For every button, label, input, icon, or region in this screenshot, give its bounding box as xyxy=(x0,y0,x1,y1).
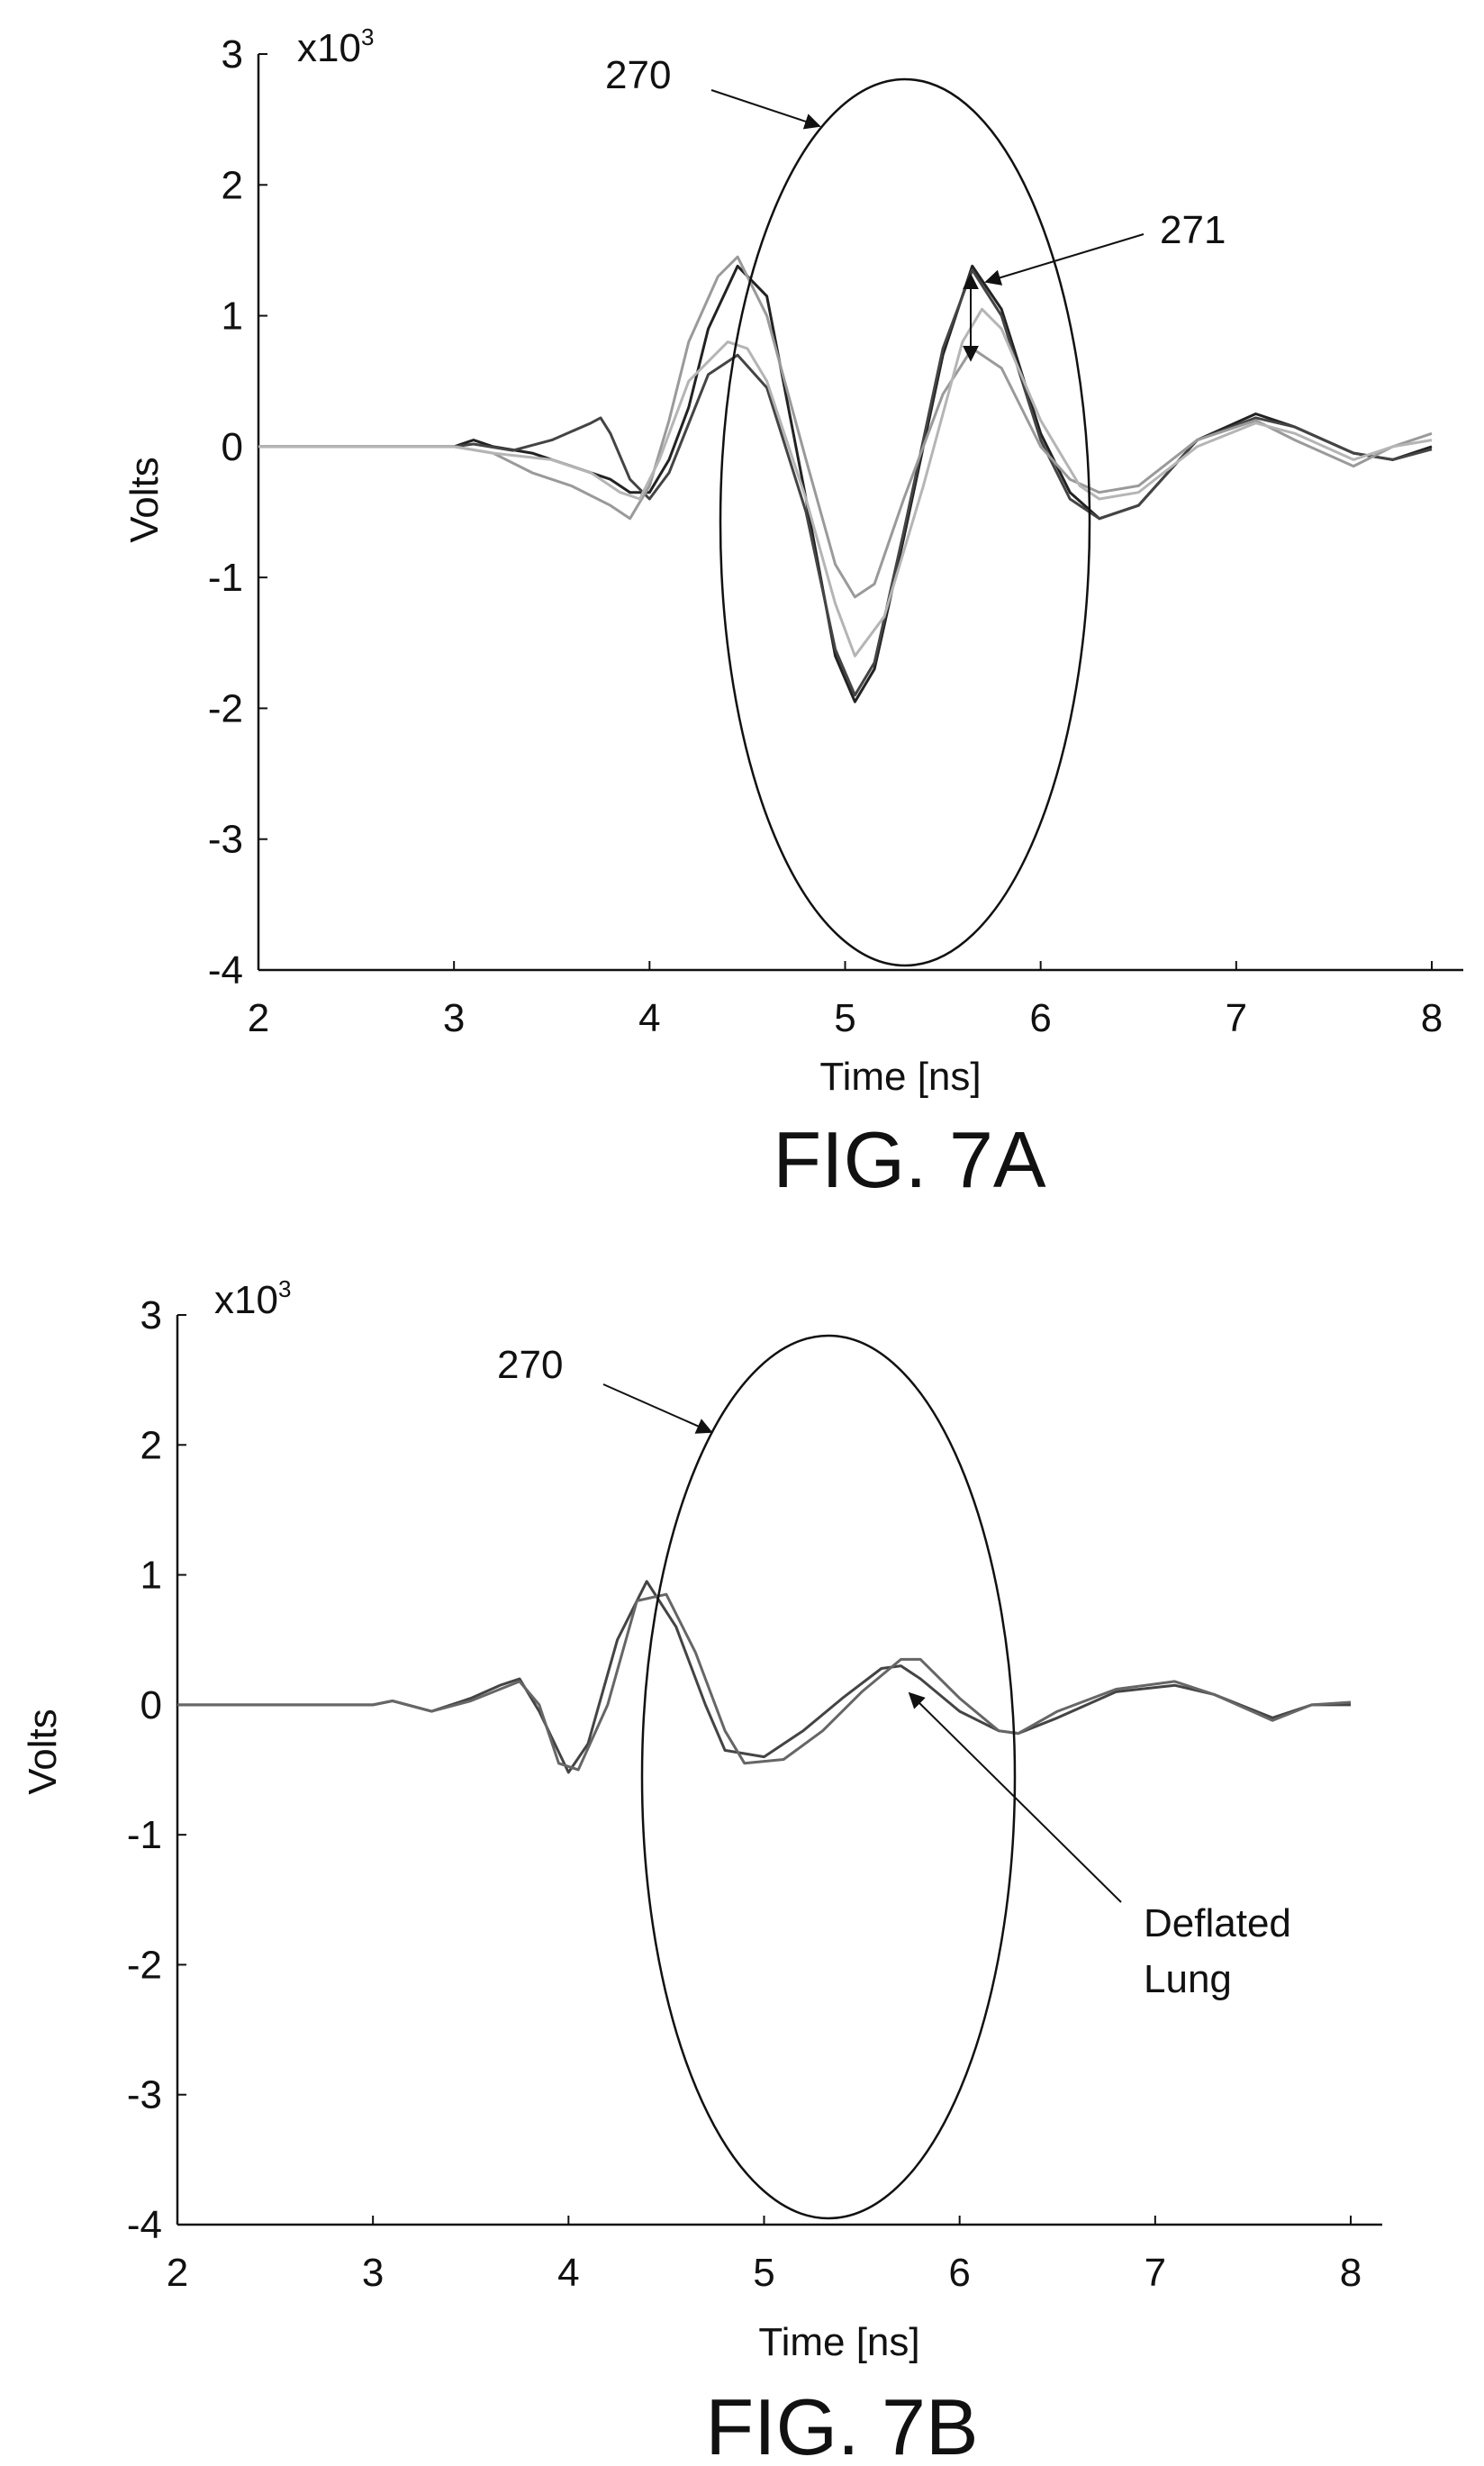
annotation-arrow-271 xyxy=(984,233,1145,286)
x-tick-label: 2 xyxy=(167,2251,188,2295)
x-axis-label: Time [ns] xyxy=(819,1055,981,1099)
annotation-label-271: 271 xyxy=(1160,208,1226,252)
y-ticks: 3 2 1 0 -1 -2 -3 -4 xyxy=(208,32,267,993)
x-tick-label: 3 xyxy=(362,2251,384,2295)
series-group xyxy=(258,255,1433,703)
annotation-label-270: 270 xyxy=(605,53,671,97)
y-tick-label: 3 xyxy=(140,1293,162,1337)
annotation-arrow-deflated-lung xyxy=(908,1691,1122,1903)
y-tick-label: -2 xyxy=(208,686,243,730)
figure-label: FIG. 7B xyxy=(705,2382,978,2466)
annotation-label-deflated: Deflated xyxy=(1144,1901,1291,1945)
series-line-2 xyxy=(177,1592,1352,1772)
x-tick-label: 5 xyxy=(753,2251,774,2295)
x-tick-label: 2 xyxy=(248,996,269,1040)
annotation-label-lung: Lung xyxy=(1144,1957,1232,2001)
series-line-1 xyxy=(177,1580,1351,1774)
series-line-4 xyxy=(258,307,1433,657)
y-tick-label: 2 xyxy=(140,1423,162,1467)
y-tick-label: 0 xyxy=(140,1683,162,1727)
y-tick-label: -1 xyxy=(208,556,243,600)
x-ticks: 2 3 4 5 6 7 8 xyxy=(248,961,1443,1040)
y-tick-label: -4 xyxy=(208,948,243,993)
x-tick-label: 8 xyxy=(1421,996,1443,1040)
x-tick-label: 8 xyxy=(1340,2251,1362,2295)
plot-axes xyxy=(257,54,1463,972)
x-tick-label: 3 xyxy=(443,996,465,1040)
y-tick-label: 2 xyxy=(222,163,243,207)
y-tick-label: 1 xyxy=(222,295,243,339)
annotation-arrow-270 xyxy=(602,1383,713,1434)
series-line-3 xyxy=(258,255,1433,599)
x-axis-label: Time [ns] xyxy=(758,2320,919,2364)
x-ticks: 2 3 4 5 6 7 8 xyxy=(167,2216,1362,2295)
x-tick-label: 7 xyxy=(1226,996,1247,1040)
figure-label: FIG. 7A xyxy=(773,1115,1045,1204)
y-tick-label: -2 xyxy=(127,1943,162,1987)
x-tick-label: 7 xyxy=(1145,2251,1166,2295)
series-line-1 xyxy=(258,264,1433,703)
y-multiplier: x103 xyxy=(214,1275,291,1322)
region-ellipse-270 xyxy=(640,1334,1017,2220)
x-tick-label: 6 xyxy=(948,2251,970,2295)
y-tick-label: -3 xyxy=(127,2073,162,2117)
series-group xyxy=(177,1580,1352,1774)
x-tick-label: 6 xyxy=(1029,996,1051,1040)
x-tick-label: 5 xyxy=(834,996,855,1040)
y-tick-label: 3 xyxy=(222,32,243,77)
y-tick-label: -4 xyxy=(127,2203,162,2247)
y-tick-label: -1 xyxy=(127,1813,162,1857)
y-multiplier: x103 xyxy=(297,23,374,70)
x-tick-label: 4 xyxy=(557,2251,579,2295)
y-tick-label: -3 xyxy=(208,818,243,862)
y-ticks: 3 2 1 0 -1 -2 -3 -4 xyxy=(127,1293,186,2247)
annotation-arrow-270 xyxy=(710,89,821,130)
y-tick-label: 1 xyxy=(140,1554,162,1598)
y-tick-label: 0 xyxy=(222,425,243,469)
chart-fig-7b: 3 2 1 0 -1 -2 -3 -4 2 3 4 5 6 7 8 x103 Volts Time [ns… xyxy=(21,1275,1382,2466)
y-axis-label: Volts xyxy=(122,457,167,542)
y-axis-label: Volts xyxy=(21,1709,65,1794)
annotation-label-270: 270 xyxy=(497,1343,563,1387)
x-tick-label: 4 xyxy=(638,996,660,1040)
series-line-2 xyxy=(258,268,1433,697)
chart-fig-7a: 3 2 1 0 -1 -2 -3 -4 2 3 4 5 6 7 8 x103 Volts Time [ns… xyxy=(122,23,1463,1204)
plot-axes xyxy=(176,1315,1382,2226)
region-ellipse-270 xyxy=(719,77,1091,967)
